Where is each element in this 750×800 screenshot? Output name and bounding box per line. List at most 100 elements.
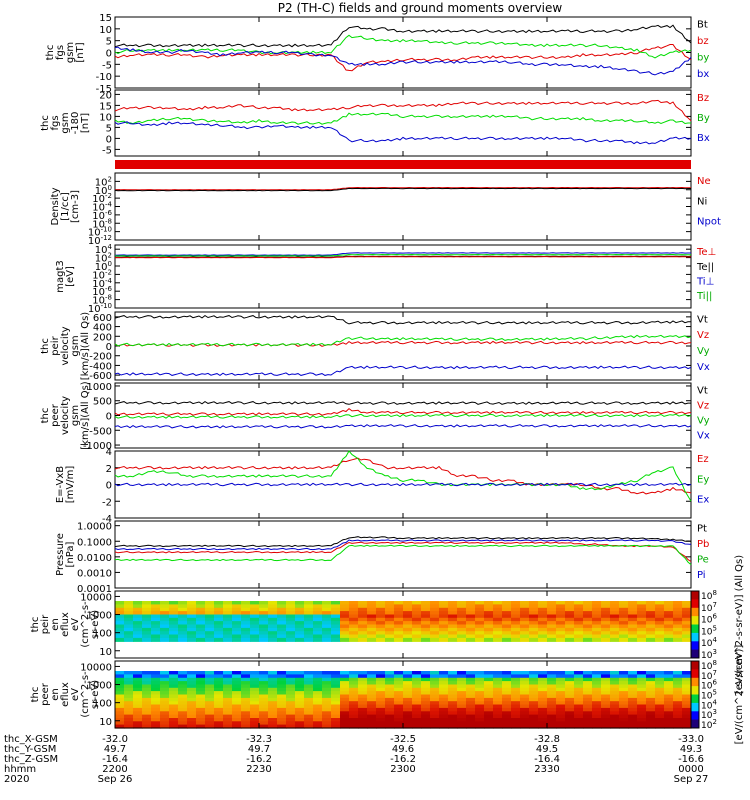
spectrogram-cell: [484, 671, 494, 675]
spectrogram-cell: [169, 671, 179, 675]
spectrogram-cell: [601, 674, 611, 679]
spectrogram-cell: [250, 631, 260, 636]
spectrogram-cell: [223, 607, 233, 612]
spectrogram-cell: [250, 687, 260, 692]
spectrogram-cell: [259, 624, 269, 629]
spectrogram-cell: [178, 714, 188, 719]
spectrogram-cell: [664, 724, 674, 729]
spectrogram-cell: [637, 694, 647, 699]
spectrogram-cell: [628, 711, 638, 716]
y-axis-label: eV: [70, 688, 81, 701]
spectrogram-cell: [682, 607, 692, 612]
spectrogram-cell: [637, 614, 647, 619]
spectrogram-cell: [493, 624, 503, 629]
spectrogram-cell: [115, 631, 125, 636]
y-axis-label: [nPa]: [65, 541, 76, 567]
spectrogram-cell: [574, 707, 584, 712]
spectrogram-cell: [610, 687, 620, 692]
spectrogram-cell: [664, 704, 674, 709]
spectrogram-cell: [313, 714, 323, 719]
spectrogram-cell: [529, 621, 539, 626]
spectrogram-cell: [502, 718, 512, 722]
spectrogram-cell: [169, 711, 179, 716]
spectrogram-cell: [556, 718, 566, 722]
spectrogram-cell: [682, 611, 692, 616]
legend-Npot: Npot: [697, 217, 721, 228]
spectrogram-cell: [376, 718, 386, 722]
legend-Ni: Ni: [697, 196, 707, 207]
spectrogram-cell: [349, 671, 359, 675]
spectrogram-cell: [502, 701, 512, 706]
spectrogram-cell: [376, 674, 386, 679]
spectrogram-cell: [439, 621, 449, 626]
spectrogram-cell: [484, 701, 494, 706]
spectrogram-cell: [610, 637, 620, 642]
spectrogram-cell: [628, 687, 638, 692]
spectrogram-cell: [601, 721, 611, 726]
spectrogram-cell: [466, 681, 476, 686]
spectrogram-cell: [619, 687, 629, 692]
spectrogram-cell: [160, 621, 170, 626]
spectrogram-cell: [682, 631, 692, 636]
spectrogram-cell: [673, 704, 683, 709]
x-tick-x: -33.0: [678, 734, 704, 745]
spectrogram-cell: [511, 631, 521, 636]
spectrogram-cell: [556, 617, 566, 622]
spectrogram-cell: [196, 691, 206, 696]
spectrogram-cell: [682, 721, 692, 726]
spectrogram-cell: [601, 684, 611, 689]
spectrogram-cell: [601, 694, 611, 699]
spectrogram-cell: [295, 621, 305, 626]
spectrogram-cell: [430, 697, 440, 702]
spectrogram-cell: [646, 637, 656, 642]
spectrogram-cell: [475, 684, 485, 689]
spectrogram-cell: [547, 607, 557, 612]
spectrogram-cell: [394, 627, 404, 632]
spectrogram-cell: [556, 704, 566, 709]
spectrogram-cell: [502, 634, 512, 639]
spectrogram-cell: [412, 637, 422, 642]
spectrogram-cell: [619, 694, 629, 699]
spectrogram-cell: [529, 691, 539, 696]
spectrogram-cell: [331, 671, 341, 675]
spectrogram-cell: [277, 631, 287, 636]
spectrogram-cell: [583, 691, 593, 696]
spectrogram-cell: [178, 677, 188, 682]
spectrogram-cell: [142, 684, 152, 689]
spectrogram-cell: [286, 691, 296, 696]
spectrogram-cell: [214, 627, 224, 632]
spectrogram-cell: [457, 614, 467, 619]
spectrogram-cell: [619, 634, 629, 639]
spectrogram-cell: [520, 718, 530, 722]
spectrogram-cell: [394, 681, 404, 686]
y-axis-label: peir: [50, 335, 61, 355]
spectrogram-cell: [529, 681, 539, 686]
spectrogram-cell: [439, 674, 449, 679]
y-tick-label: 200: [93, 332, 112, 343]
spectrogram-cell: [655, 634, 665, 639]
spectrogram-cell: [619, 714, 629, 719]
spectrogram-cell: [637, 721, 647, 726]
spectrogram-cell: [115, 674, 125, 679]
spectrogram-cell: [538, 607, 548, 612]
spectrogram-cell: [457, 684, 467, 689]
spectrogram-cell: [367, 617, 377, 622]
spectrogram-cell: [340, 718, 350, 722]
spectrogram-cell: [412, 694, 422, 699]
spectrogram-cell: [295, 634, 305, 639]
spectrogram-cell: [313, 684, 323, 689]
spectrogram-cell: [376, 607, 386, 612]
spectrogram-cell: [439, 631, 449, 636]
spectrogram-cell: [493, 677, 503, 682]
spectrogram-cell: [367, 621, 377, 626]
spectrogram-cell: [682, 694, 692, 699]
spectrogram-cell: [304, 711, 314, 716]
spectrogram-cell: [439, 637, 449, 642]
spectrogram-cell: [538, 684, 548, 689]
spectrogram-cell: [313, 614, 323, 619]
spectrogram-cell: [466, 631, 476, 636]
y-axis-label: [nT]: [80, 113, 91, 133]
spectrogram-cell: [268, 687, 278, 692]
spectrogram-cell: [448, 637, 458, 642]
